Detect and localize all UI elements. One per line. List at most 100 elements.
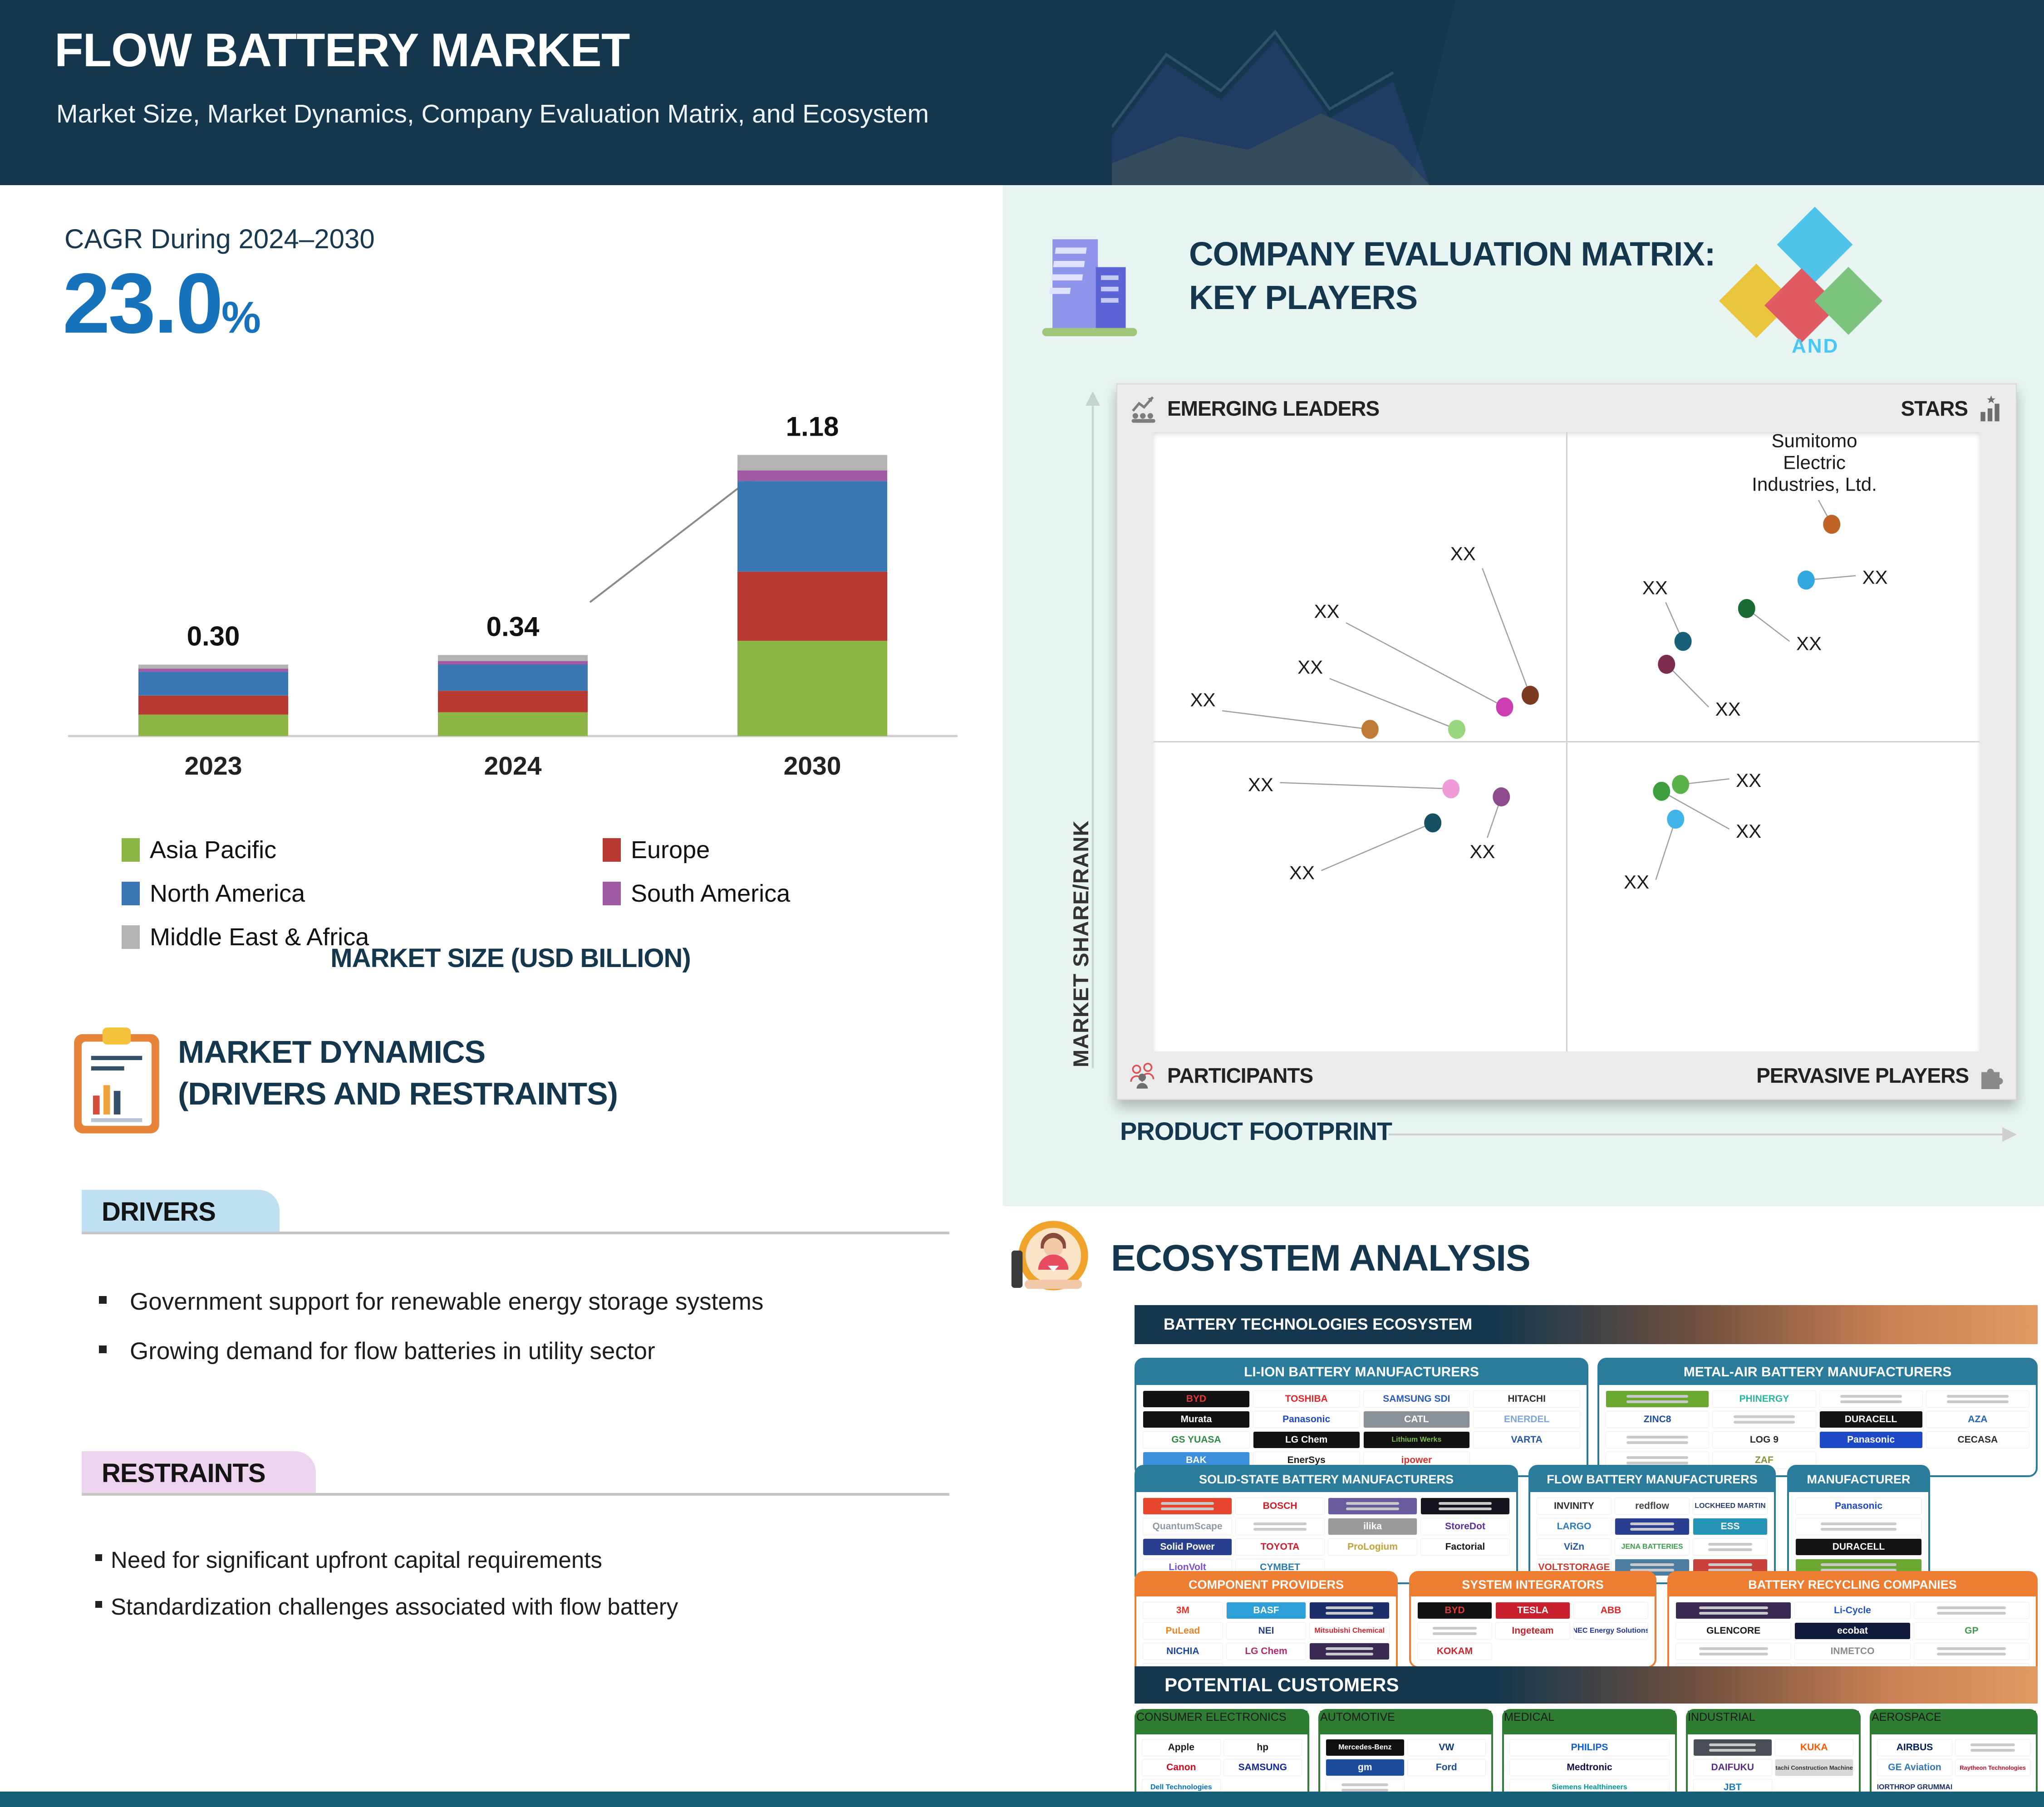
logo-tile: DAIFUKU (1693, 1759, 1772, 1776)
logo-tile: BYD (1143, 1390, 1250, 1408)
company-dot (1653, 781, 1671, 801)
logo-tile (1693, 1538, 1768, 1556)
stars-icon (1980, 395, 2000, 421)
company-dot-label: XX (1289, 862, 1315, 884)
category-solid-state: SOLID-STATE BATTERY MANUFACTURERS BOSCH Qu… (1135, 1465, 1518, 1584)
dot-leader-line (1661, 791, 1730, 830)
page-header: FLOW BATTERY MARKET Market Size, Market … (0, 0, 2044, 185)
restraint-item: Standardization challenges associated wi… (95, 1593, 678, 1620)
bar-segment (438, 691, 588, 712)
logo-tile: BASF (1226, 1602, 1307, 1619)
driver-item: Growing demand for flow batteries in uti… (95, 1337, 763, 1365)
bar-segment (438, 712, 588, 736)
bar-segment (737, 470, 887, 481)
legend-label: Europe (631, 836, 710, 864)
category-header: FLOW BATTERY MANUFACTURERS (1530, 1467, 1774, 1492)
logo-tile: HITACHI (1473, 1390, 1580, 1408)
logo-grid: PHINERGY ZINC8 DURACELL AZA LOG 9 Panasonic CE… (1599, 1385, 2036, 1475)
customer-header: INDUSTRIAL (1688, 1711, 1859, 1734)
matrix-horizontal-midline (1154, 741, 1980, 742)
logo-tile (1309, 1602, 1390, 1619)
ecosystem-icon (1011, 1221, 1088, 1291)
logo-tile (1795, 1518, 1922, 1535)
dot-leader-line (1329, 678, 1457, 730)
logo-grid: BOSCH QuantumScape ilika StoreDot Solid Powe… (1136, 1492, 1516, 1582)
logo-tile: ProLogium (1328, 1538, 1417, 1556)
customers-aerospace: AEROSPACE AIRBUS GE Aviation Raytheon Techn… (1870, 1709, 2038, 1802)
logo-tile: KUKA (1774, 1739, 1853, 1756)
company-dot (1442, 779, 1460, 799)
dot-leader-line (1655, 819, 1676, 880)
company-dot (1493, 787, 1510, 806)
participants-icon (1130, 1062, 1155, 1089)
legend-label: South America (631, 880, 791, 907)
company-dot-label: XX (1796, 633, 1822, 654)
market-dynamics-title-line2: (DRIVERS AND RESTRAINTS) (178, 1076, 618, 1111)
logo-tile (1420, 1498, 1510, 1515)
logo-tile: PuLead (1143, 1622, 1223, 1640)
restraints-list: Need for significant upfront capital req… (95, 1547, 678, 1640)
logo-tile: LOG 9 (1712, 1431, 1816, 1449)
bar-segment (438, 661, 588, 665)
company-dot-label: XX (1862, 566, 1888, 588)
legend-item: Middle East & Africa (122, 923, 603, 951)
cagr-value: 23.0% (63, 254, 261, 352)
logo-tile: Factorial (1420, 1538, 1510, 1556)
legend-item: Europe (603, 836, 790, 864)
logo-tile: TESLA (1495, 1602, 1570, 1619)
puzzle-icon (1981, 1068, 2003, 1089)
company-dot-label: XX (1190, 689, 1215, 711)
category-header: BATTERY RECYCLING COMPANIES (1669, 1573, 2036, 1596)
company-dot (1674, 632, 1692, 651)
ecosystem-title: ECOSYSTEM ANALYSIS (1111, 1237, 1531, 1279)
logo-tile (1693, 1739, 1772, 1756)
category-header: SYSTEM INTEGRATORS (1411, 1573, 1655, 1596)
logo-tile (1235, 1518, 1325, 1535)
legend-swatch (122, 838, 140, 862)
bar-segment (138, 714, 288, 736)
logo-tile: NEC Energy Solutions (1573, 1622, 1648, 1640)
page-title: FLOW BATTERY MARKET (54, 24, 630, 77)
bar-segment (737, 455, 887, 471)
logo-grid: AIRBUS GE Aviation Raytheon Technologies NO… (1872, 1734, 2036, 1801)
quadrant-label-stars: STARS (1901, 396, 1968, 420)
clipboard-icon (74, 1027, 159, 1134)
dot-leader-line (1280, 782, 1451, 790)
header-chart-decoration (1112, 29, 1430, 185)
logo-tile: ViZn (1537, 1538, 1612, 1556)
logo-tile: DURACELL (1819, 1411, 1923, 1428)
logo-tile: 3M (1143, 1602, 1223, 1619)
logo-tile: hp (1223, 1739, 1302, 1756)
matrix-title: COMPANY EVALUATION MATRIX: KEY PLAYERS (1189, 232, 1715, 319)
category-system-integrators: SYSTEM INTEGRATORS BYD TESLA ABB Ingeteam NEC… (1409, 1571, 1656, 1668)
legend-swatch (122, 882, 140, 905)
y-axis-arrow-line (1092, 405, 1094, 1068)
logo-tile: BOSCH (1235, 1498, 1325, 1515)
matrix-bottom-strip: PARTICIPANTS PERVASIVE PLAYERS (1117, 1051, 2016, 1099)
logo-tile: gm (1326, 1759, 1405, 1776)
company-dot (1658, 654, 1675, 674)
logo-tile: SAMSUNG (1223, 1759, 1302, 1776)
logo-tile (1309, 1643, 1390, 1660)
market-size-bar-chart: 0.30 2023 0.34 2024 1.18 2030 (68, 412, 958, 781)
company-dot (1448, 720, 1465, 739)
bar-category-label: 2023 (185, 751, 242, 781)
logo-tile: LOCKHEED MARTIN (1693, 1498, 1768, 1515)
legend-swatch (603, 838, 621, 862)
company-dot (1521, 686, 1539, 705)
bar-segment (737, 571, 887, 641)
company-dot-label: XX (1248, 774, 1273, 795)
quadrant-label-emerging-leaders: EMERGING LEADERS (1167, 396, 1380, 420)
chart-title: MARKET SIZE (USD BILLION) (330, 943, 691, 973)
logo-tile: Li-Cycle (1794, 1602, 1911, 1619)
company-dot-label: XX (1736, 770, 1761, 791)
matrix-plot-area: XX XX XX XX Sumitomo Electric Industries, Ltd.… (1154, 432, 1980, 1051)
matrix-scatter: XX XX XX XX Sumitomo Electric Industries, Ltd.… (1190, 432, 1888, 893)
company-dot-label: XX (1642, 577, 1668, 599)
logo-grid: INVINITY redflow LOCKHEED MARTIN LARGO ESS Vi… (1530, 1492, 1774, 1582)
bar-category-label: 2030 (784, 751, 841, 781)
logo-tile: Murata (1143, 1411, 1250, 1428)
driver-item: Government support for renewable energy … (95, 1288, 763, 1316)
footer-bar (0, 1792, 2044, 1807)
bar-category-label: 2024 (484, 751, 542, 781)
